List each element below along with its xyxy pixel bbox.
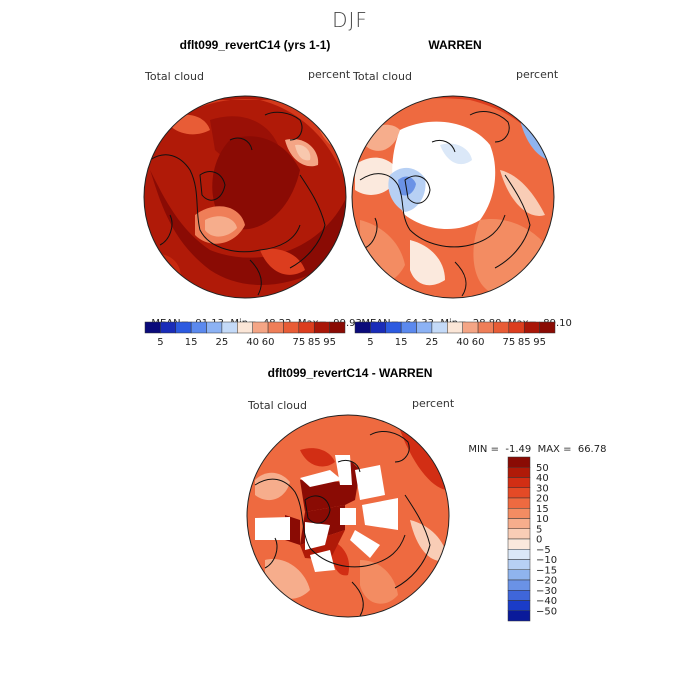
right-colorbar-swatch xyxy=(462,321,479,334)
diff-colorbar-tick-label: −5 xyxy=(536,545,551,556)
diff-minmax: MIN = -1.49 MAX = 66.78 xyxy=(462,433,606,455)
left-colorbar-swatch xyxy=(283,321,300,334)
right-colorbar-swatch xyxy=(354,321,371,334)
diff-variable-label: Total cloud xyxy=(248,399,307,412)
diff-colorbar-swatch xyxy=(507,528,531,540)
right-colorbar-swatch xyxy=(539,321,556,334)
right-polar-map xyxy=(351,95,555,299)
diff-colorbar-swatch xyxy=(507,559,531,570)
right-colorbar-swatch xyxy=(400,321,417,334)
diff-colorbar-tick-label: 0 xyxy=(536,535,542,546)
diff-max-value: 66.78 xyxy=(577,444,607,455)
right-units-label: percent xyxy=(516,68,559,81)
right-colorbar-swatch xyxy=(493,321,510,334)
right-colorbar-tick-label: 75 xyxy=(502,337,515,348)
right-colorbar: 5 15 25 40 60 75 85 95 xyxy=(354,321,556,348)
right-colorbar-swatch xyxy=(447,321,463,334)
diff-colorbar-swatch xyxy=(507,456,531,468)
right-colorbar-tick-label: 60 xyxy=(472,337,485,348)
right-colorbar-swatch xyxy=(431,321,448,334)
right-colorbar-swatch xyxy=(477,321,494,334)
diff-colorbar-swatch xyxy=(507,600,531,611)
left-colorbar-tick-label: 60 xyxy=(262,337,275,348)
diff-colorbar-tick-label: 20 xyxy=(536,494,549,505)
left-colorbar-tick-label: 75 xyxy=(292,337,305,348)
left-max-value: 99.93 xyxy=(333,318,362,329)
left-variable-label: Total cloud xyxy=(145,70,204,83)
left-polar-map xyxy=(143,95,347,299)
diff-polar-map xyxy=(246,414,450,618)
diff-colorbar-tick-label: 5 xyxy=(536,524,542,535)
left-colorbar-tick-label: 5 xyxy=(157,337,163,348)
right-colorbar-tick-label: 40 xyxy=(456,337,469,348)
diff-colorbar-swatch xyxy=(507,518,531,529)
right-max-value: 89.10 xyxy=(543,318,572,329)
diff-colorbar-tick-label: −15 xyxy=(536,565,557,576)
left-colorbar-tick-label: 40 xyxy=(246,337,259,348)
left-colorbar-swatch xyxy=(252,321,269,334)
diff-min-label: MIN = xyxy=(468,444,499,455)
right-variable-label: Total cloud xyxy=(353,70,412,83)
diff-colorbar-tick-label: 30 xyxy=(536,483,549,494)
left-colorbar-swatch xyxy=(298,321,315,334)
diff-colorbar-swatch xyxy=(507,497,531,509)
right-colorbar-swatch xyxy=(523,321,540,334)
diff-colorbar-swatch xyxy=(507,487,531,499)
right-colorbar-swatch xyxy=(370,321,387,334)
diff-colorbar-tick-label: 40 xyxy=(536,473,549,484)
diff-colorbar-tick-label: −50 xyxy=(536,606,557,617)
diff-central-sectors xyxy=(255,455,398,572)
diff-colorbar-swatch xyxy=(507,549,531,560)
left-panel-title: dflt099_revertC14 (yrs 1-1) xyxy=(179,38,331,52)
diff-min-value: -1.49 xyxy=(505,444,532,455)
diff-colorbar-tick-label: −40 xyxy=(536,596,557,607)
left-colorbar-swatch xyxy=(206,321,223,334)
right-colorbar-tick-label: 85 xyxy=(518,337,531,348)
left-colorbar-tick-label: 85 xyxy=(308,337,321,348)
diff-colorbar-swatch xyxy=(507,508,531,519)
right-panel-title: WARREN xyxy=(428,38,482,52)
diff-colorbar-tick-label: −30 xyxy=(536,586,557,597)
right-colorbar-swatch xyxy=(416,321,433,334)
right-colorbar-tick-label: 5 xyxy=(367,337,373,348)
diff-max-label: MAX = xyxy=(537,444,572,455)
diff-colorbar-swatch xyxy=(507,590,531,601)
diff-colorbar-swatch xyxy=(507,610,531,622)
right-colorbar-tick-label: 95 xyxy=(533,337,546,348)
right-colorbar-tick-label: 15 xyxy=(395,337,408,348)
left-colorbar-tick-label: 15 xyxy=(185,337,198,348)
left-colorbar: 5 15 25 40 60 75 85 95 xyxy=(144,321,346,348)
diff-colorbar-swatch xyxy=(507,538,531,550)
left-colorbar-tick-label: 95 xyxy=(323,337,336,348)
left-colorbar-tick-label: 25 xyxy=(216,337,229,348)
diff-panel-title: dflt099_revertC14 - WARREN xyxy=(267,366,433,380)
left-colorbar-swatch xyxy=(329,321,346,334)
left-colorbar-swatch xyxy=(175,321,192,334)
left-colorbar-swatch xyxy=(237,321,253,334)
diff-colorbar-swatch xyxy=(507,477,531,488)
diff-units-label: percent xyxy=(412,397,455,410)
diff-colorbar-swatch xyxy=(507,569,531,581)
diff-colorbar-swatch xyxy=(507,467,531,478)
left-colorbar-swatch xyxy=(313,321,330,334)
diff-colorbar-tick-label: 15 xyxy=(536,504,549,515)
right-colorbar-swatch xyxy=(385,321,402,334)
left-colorbar-swatch xyxy=(221,321,238,334)
right-colorbar-swatch xyxy=(508,321,525,334)
left-colorbar-swatch xyxy=(144,321,161,334)
diff-colorbar-tick-label: 10 xyxy=(536,514,549,525)
left-colorbar-swatch xyxy=(190,321,207,334)
left-units-label: percent xyxy=(308,68,351,81)
figure-title: DJF xyxy=(332,8,368,32)
left-colorbar-swatch xyxy=(160,321,177,334)
left-colorbar-swatch xyxy=(267,321,284,334)
diff-colorbar-tick-label: −10 xyxy=(536,555,557,566)
right-colorbar-tick-label: 25 xyxy=(426,337,439,348)
diff-colorbar-tick-label: −20 xyxy=(536,576,557,587)
diff-colorbar-swatch xyxy=(507,579,531,591)
diff-colorbar-tick-label: 50 xyxy=(536,463,549,474)
